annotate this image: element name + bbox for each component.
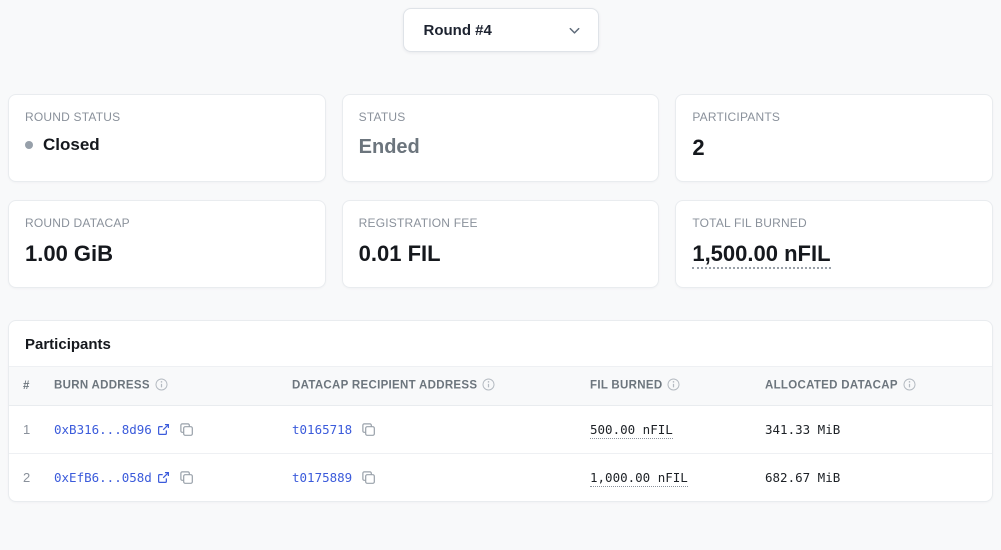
round-selector-dropdown[interactable]: Round #4	[402, 8, 599, 52]
burn-address-text: 0xB316...8d96	[54, 422, 152, 437]
column-header-allocated-datacap-label: ALLOCATED DATACAP	[765, 379, 898, 392]
column-header-recipient-address-label: DATACAP RECIPIENT ADDRESS	[292, 379, 478, 392]
allocated-datacap-value: 682.67 MiB	[765, 470, 841, 485]
card-total-fil-burned: TOTAL FIL BURNED 1,500.00 nFIL	[675, 200, 993, 288]
recipient-address-cell: t0165718	[292, 406, 590, 454]
info-circle-icon[interactable]	[667, 378, 680, 394]
total-fil-burned-label: TOTAL FIL BURNED	[692, 216, 807, 230]
column-header-fil-burned-label: FIL BURNED	[590, 379, 663, 392]
copy-icon[interactable]	[179, 422, 194, 437]
recipient-address-link[interactable]: t0165718	[292, 422, 352, 437]
round-status-value: Closed	[43, 135, 100, 154]
table-row: 2 0xEfB6...058d t0175889	[9, 453, 992, 501]
column-header-index-label: #	[23, 380, 30, 392]
chevron-down-icon	[567, 23, 582, 38]
status-dot-icon	[25, 141, 33, 150]
status-value: Ended	[358, 136, 420, 158]
column-header-recipient-address: DATACAP RECIPIENT ADDRESS	[292, 366, 590, 406]
round-status-value-row: Closed	[25, 135, 309, 155]
copy-icon[interactable]	[361, 470, 376, 485]
info-circle-icon[interactable]	[155, 378, 168, 394]
recipient-address-text: t0175889	[292, 470, 353, 485]
stats-grid: ROUND STATUS Closed STATUS Ended PARTICI…	[8, 94, 993, 288]
registration-fee-label: REGISTRATION FEE	[358, 216, 478, 230]
round-selector-value: Round #4	[423, 21, 492, 39]
burn-address-link[interactable]: 0xEfB6...058d	[54, 470, 170, 485]
round-datacap-value: 1.00 GiB	[25, 241, 114, 266]
card-round-status: ROUND STATUS Closed	[8, 94, 326, 182]
card-round-datacap: ROUND DATACAP 1.00 GiB	[8, 200, 326, 288]
copy-icon[interactable]	[179, 470, 194, 485]
table-row: 1 0xB316...8d96 t0165718	[9, 406, 992, 454]
column-header-burn-address-label: BURN ADDRESS	[54, 379, 150, 392]
total-fil-burned-value-row: 1,500.00 nFIL	[692, 241, 976, 269]
burn-address-text: 0xEfB6...058d	[54, 470, 152, 485]
fil-burned-value[interactable]: 1,000.00 nFIL	[590, 470, 688, 487]
burn-address-link[interactable]: 0xB316...8d96	[54, 422, 170, 437]
column-header-fil-burned: FIL BURNED	[590, 366, 765, 406]
external-link-icon	[157, 471, 170, 484]
round-selector-container: Round #4	[0, 0, 1001, 52]
recipient-address-cell: t0175889	[292, 453, 590, 501]
burn-address-cell: 0xEfB6...058d	[54, 453, 292, 501]
participants-panel-title: Participants	[25, 336, 111, 353]
allocated-datacap-cell: 682.67 MiB	[765, 453, 992, 501]
copy-icon[interactable]	[361, 422, 376, 437]
info-circle-icon[interactable]	[482, 378, 495, 394]
recipient-address-link[interactable]: t0175889	[292, 470, 352, 485]
allocated-datacap-cell: 341.33 MiB	[765, 406, 992, 454]
status-label: STATUS	[358, 110, 406, 124]
fil-burned-value[interactable]: 500.00 nFIL	[590, 422, 673, 439]
row-index: 1	[23, 422, 31, 437]
participants-table: # BURN ADDRESS DATACAP RECIPIENT ADDRESS…	[9, 366, 992, 501]
card-participants: PARTICIPANTS 2	[675, 94, 993, 182]
column-header-allocated-datacap: ALLOCATED DATACAP	[765, 366, 992, 406]
recipient-address-text: t0165718	[292, 422, 353, 437]
burn-address-cell: 0xB316...8d96	[54, 406, 292, 454]
round-datacap-label: ROUND DATACAP	[25, 216, 130, 230]
round-status-label: ROUND STATUS	[25, 110, 121, 124]
info-circle-icon[interactable]	[903, 378, 916, 394]
row-index: 2	[9, 453, 54, 501]
fil-burned-cell: 500.00 nFIL	[590, 406, 765, 454]
registration-fee-value: 0.01 FIL	[358, 241, 441, 266]
participants-value: 2	[692, 135, 705, 160]
total-fil-burned-value[interactable]: 1,500.00 nFIL	[692, 241, 831, 269]
participants-label: PARTICIPANTS	[692, 110, 781, 124]
card-registration-fee: REGISTRATION FEE 0.01 FIL	[341, 200, 660, 288]
participants-panel: Participants # BURN ADDRESS DATACAP RECI…	[8, 320, 993, 502]
column-header-index: #	[9, 366, 54, 406]
external-link-icon	[157, 423, 170, 436]
fil-burned-cell: 1,000.00 nFIL	[590, 453, 765, 501]
column-header-burn-address: BURN ADDRESS	[54, 366, 292, 406]
table-header-row: # BURN ADDRESS DATACAP RECIPIENT ADDRESS…	[9, 366, 992, 406]
card-status: STATUS Ended	[341, 94, 660, 182]
allocated-datacap-value: 341.33 MiB	[765, 422, 841, 437]
